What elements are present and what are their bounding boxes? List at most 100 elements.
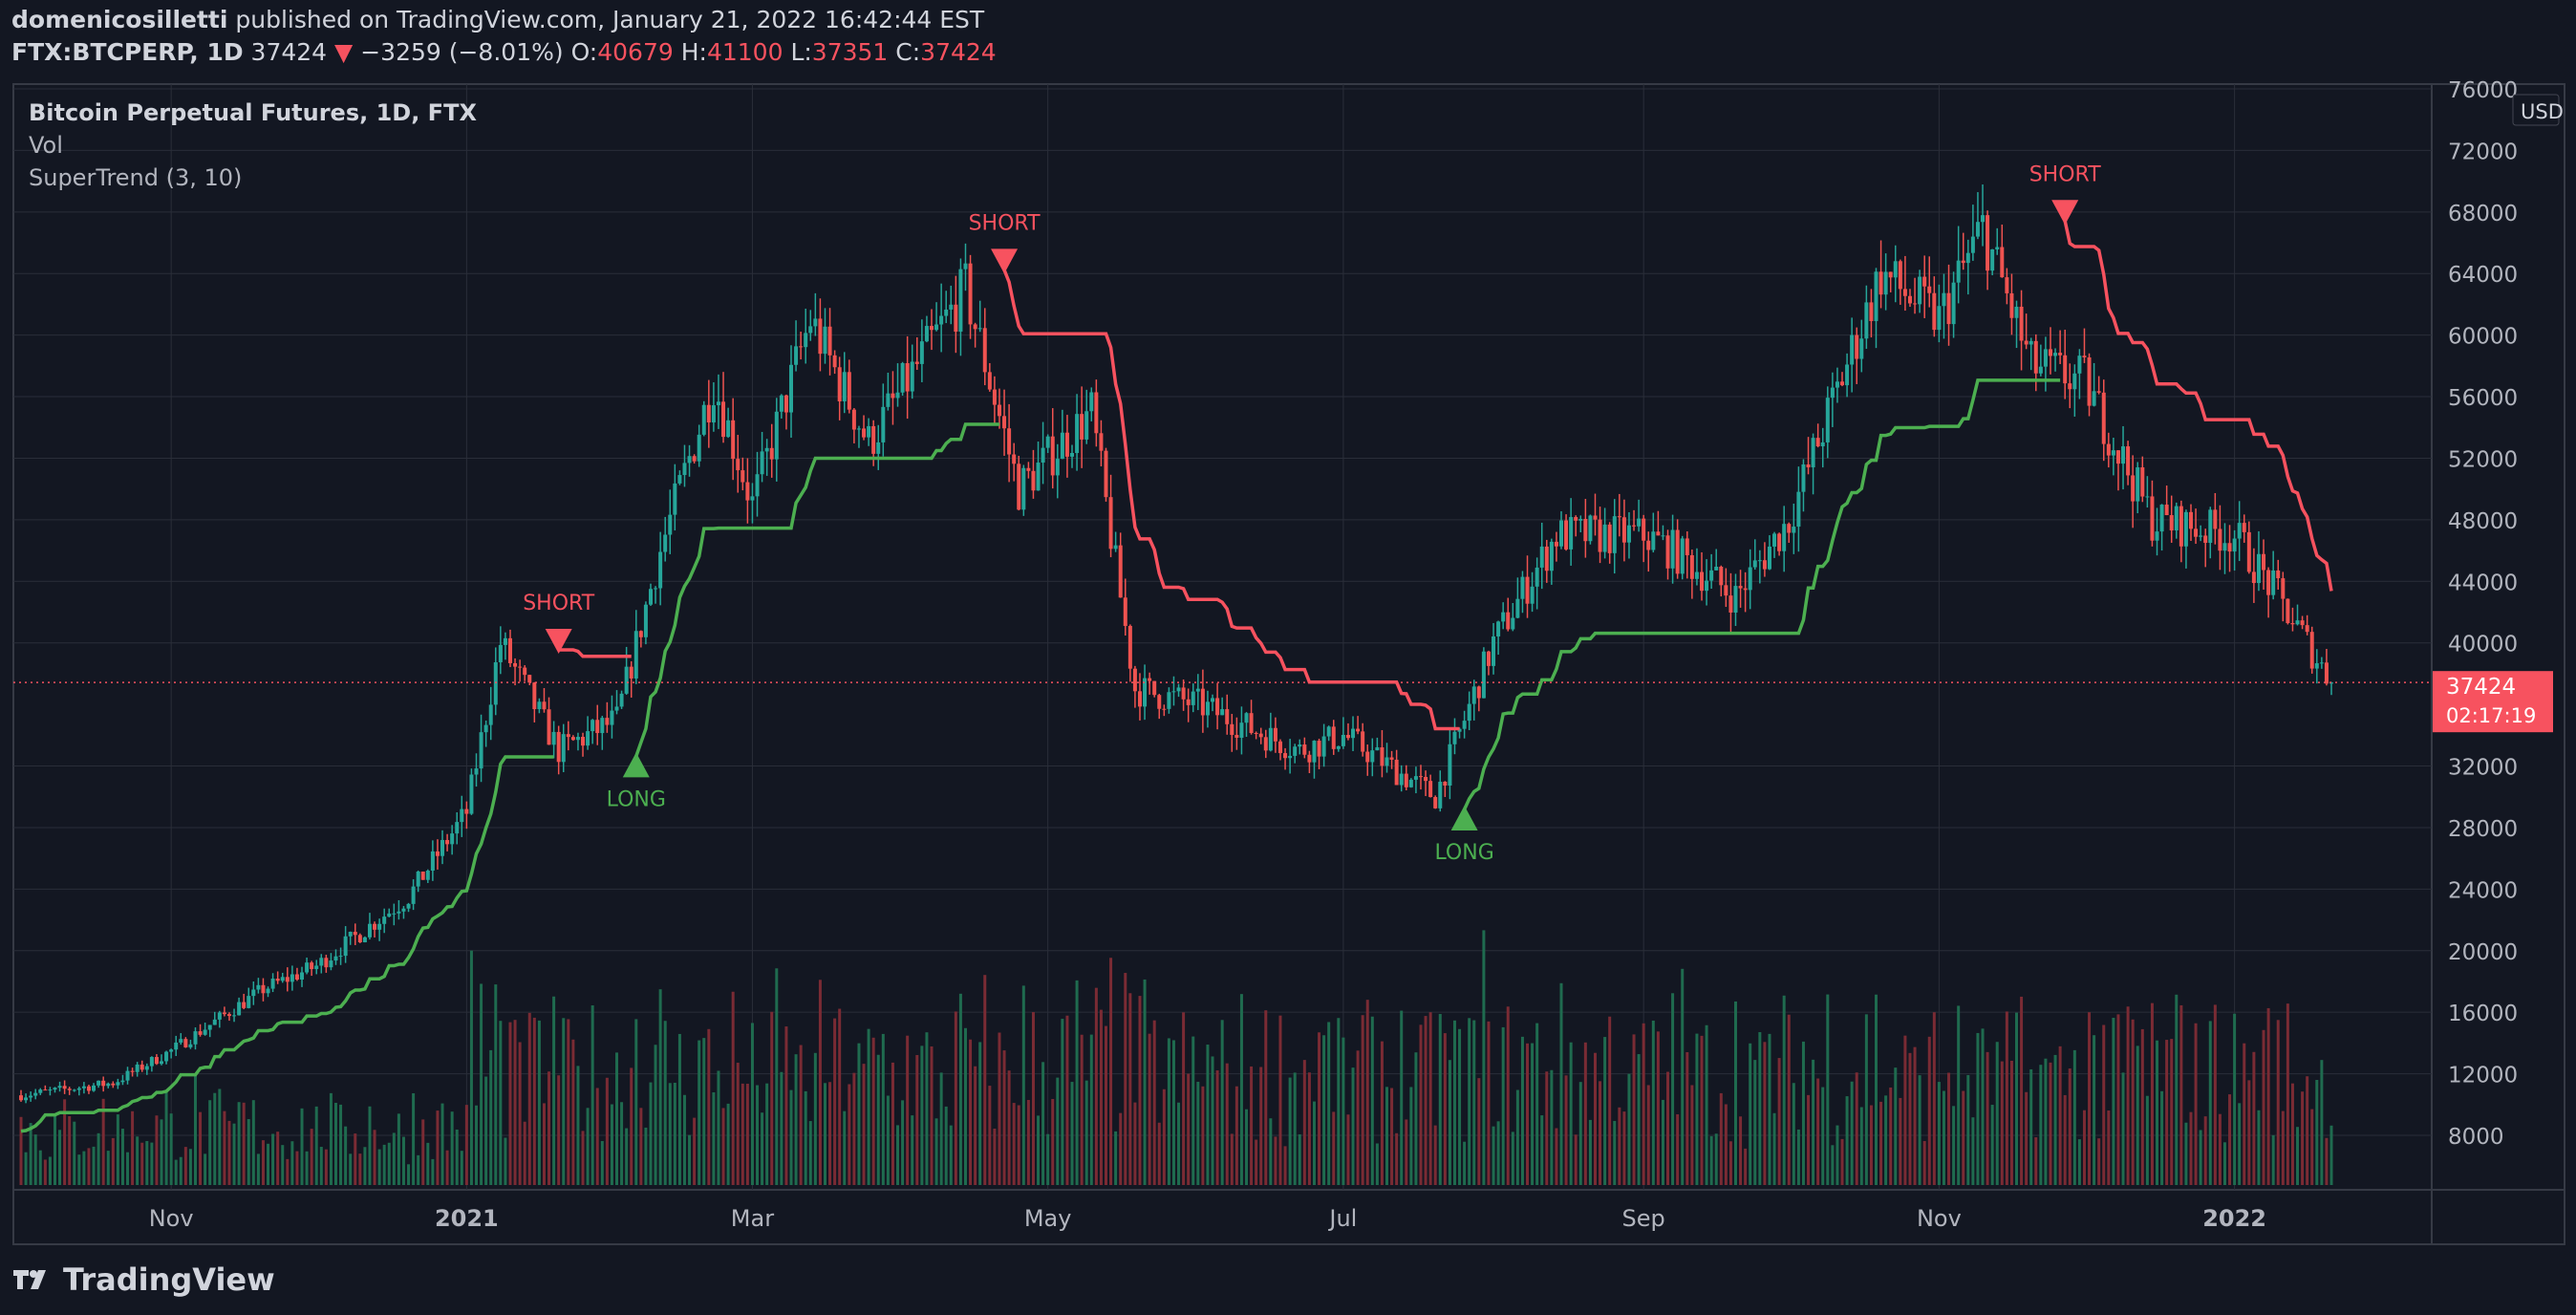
candle-body — [1981, 215, 1986, 223]
volume-bar — [1937, 1082, 1941, 1185]
volume-bar — [213, 1092, 217, 1185]
currency-badge[interactable] — [2512, 94, 2560, 126]
candle-body — [2227, 543, 2232, 552]
candle-body — [416, 871, 420, 887]
volume-bar — [698, 1040, 701, 1185]
candle-body — [1408, 779, 1413, 787]
volume-bar — [1225, 1063, 1229, 1185]
volume-bar — [1234, 1086, 1238, 1185]
volume-bar — [586, 1108, 590, 1185]
last-price: 37424 — [250, 38, 328, 66]
volume-bar — [2165, 1040, 2169, 1185]
candle-body — [982, 328, 987, 373]
candle-body — [1152, 680, 1157, 696]
candle-body — [1787, 524, 1792, 533]
candle-body — [2203, 535, 2208, 544]
legend-title[interactable]: Bitcoin Perpetual Futures, 1D, FTX — [29, 99, 477, 126]
volume-bar — [333, 1102, 337, 1185]
candle-body — [2183, 511, 2188, 547]
tradingview-logo-icon — [13, 1270, 46, 1289]
volume-bar — [382, 1144, 386, 1185]
volume-bar — [2107, 1110, 2111, 1185]
volume-bar — [2015, 1012, 2019, 1185]
tradingview-logo[interactable]: TradingView — [11, 1261, 275, 1298]
volume-bar — [1143, 979, 1147, 1185]
candle-body — [1089, 392, 1094, 412]
candle-body — [1036, 463, 1041, 491]
volume-bar — [1753, 1060, 1757, 1185]
candle-body — [101, 1080, 106, 1087]
candle-body — [2179, 506, 2183, 547]
volume-bar — [2034, 1137, 2038, 1185]
volume-bar — [199, 1111, 203, 1185]
volume-bar — [693, 1117, 697, 1185]
volume-bar — [276, 1132, 280, 1185]
legend-volume[interactable]: Vol — [29, 132, 63, 159]
candle-body — [867, 425, 871, 438]
volume-bar — [2102, 1024, 2106, 1185]
volume-bar — [1463, 1141, 1467, 1185]
candle-body — [2319, 662, 2324, 664]
candle-body — [1239, 722, 1244, 738]
candle-body — [2194, 528, 2199, 537]
candle-body — [900, 362, 905, 393]
candle-body — [527, 675, 532, 683]
last-price-badge[interactable] — [2433, 671, 2553, 733]
volume-bar — [2213, 1004, 2217, 1185]
volume-bar — [1051, 1098, 1055, 1185]
volume-bar — [440, 1103, 444, 1185]
volume-bar — [1351, 1067, 1355, 1185]
volume-bar — [1685, 1051, 1689, 1185]
volume-bar — [82, 1151, 86, 1185]
volume-bar — [504, 1137, 507, 1185]
candle-body — [314, 965, 319, 970]
candle-body — [804, 333, 808, 348]
candle-body — [92, 1085, 97, 1091]
candle-body — [2237, 523, 2242, 539]
volume-bar — [2189, 1111, 2193, 1185]
candle-body — [1975, 222, 1980, 237]
volume-bar — [286, 1158, 290, 1185]
candle-body — [1569, 517, 1574, 550]
volume-bar — [1511, 1132, 1514, 1185]
candle-body — [1143, 678, 1148, 707]
candle-body — [1632, 525, 1637, 527]
candle-body — [19, 1095, 23, 1101]
candle-body — [226, 1014, 231, 1017]
chart-frame — [12, 83, 2565, 1245]
price-tick-label: 32000 — [2448, 756, 2518, 781]
candle-body — [924, 326, 929, 342]
candle-body — [203, 1029, 207, 1035]
candle-body — [455, 822, 460, 834]
candle-body — [2295, 620, 2300, 625]
volume-bar — [1768, 1033, 1771, 1185]
short-signal-label: SHORT — [2029, 162, 2102, 186]
candle-body — [949, 304, 954, 310]
candle-body — [954, 304, 958, 333]
volume-bar — [2208, 1021, 2212, 1185]
price-tick-label: 28000 — [2448, 817, 2518, 842]
candle-body — [1326, 726, 1331, 737]
volume-bar — [290, 1141, 294, 1185]
volume-bar — [242, 1102, 246, 1185]
candle-body — [2309, 632, 2314, 669]
candle-body — [1651, 531, 1656, 550]
candle-body — [633, 631, 638, 679]
volume-bar — [193, 1074, 197, 1185]
candle-body — [440, 839, 445, 856]
candle-body — [1167, 692, 1171, 709]
volume-bar — [1477, 1078, 1481, 1185]
candle-body — [2038, 366, 2043, 374]
volume-bar — [2009, 1060, 2013, 1185]
volume-bar — [1515, 1089, 1519, 1185]
candle-body — [1452, 731, 1457, 744]
candle-body — [764, 447, 769, 452]
author-name[interactable]: domenicosilletti — [11, 6, 228, 33]
volume-bar — [267, 1143, 270, 1185]
volume-bar — [363, 1147, 367, 1185]
volume-bar — [169, 1113, 173, 1185]
legend-indicator[interactable]: SuperTrend (3, 10) — [29, 164, 243, 191]
candle-body — [808, 326, 813, 334]
candle-body — [794, 346, 799, 365]
